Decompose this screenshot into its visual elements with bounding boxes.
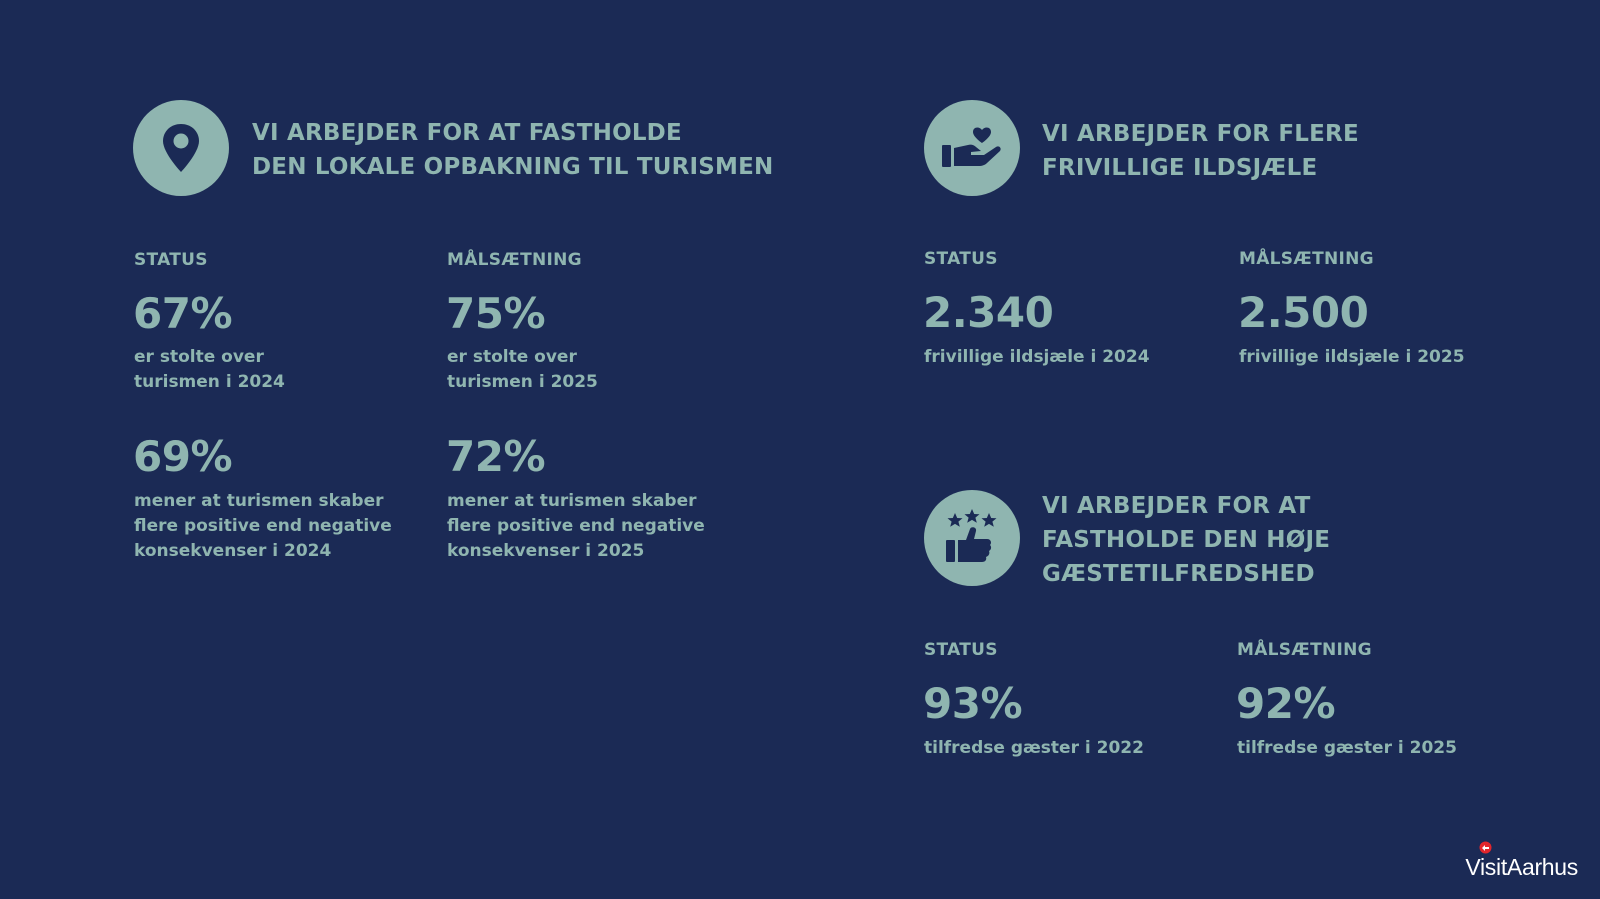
- thumbs-up-stars-icon: [924, 490, 1020, 586]
- status-label: STATUS: [924, 249, 998, 269]
- status-description: frivillige ildsjæle i 2024: [924, 347, 1150, 367]
- logo-text: VisitAarhus: [1465, 854, 1578, 880]
- hand-heart-icon: [924, 100, 1020, 196]
- goal-description: tilfredse gæster i 2025: [1237, 738, 1457, 758]
- goal-value: 72%: [446, 432, 546, 481]
- section-heading: VI ARBEJDER FOR FLERE FRIVILLIGE ILDSJÆL…: [1042, 121, 1359, 181]
- status-label: STATUS: [924, 640, 998, 660]
- section-heading: VI ARBEJDER FOR AT FASTHOLDE DEN LOKALE …: [252, 120, 774, 180]
- status-value: 67%: [133, 289, 233, 338]
- goal-value: 2.500: [1238, 288, 1369, 337]
- goal-label: MÅLSÆTNING: [1237, 640, 1372, 660]
- goal-description: er stolte over turismen i 2025: [447, 347, 598, 392]
- status-value: 69%: [133, 432, 233, 481]
- section-heading: VI ARBEJDER FOR AT FASTHOLDE DEN HØJE GÆ…: [1042, 493, 1331, 587]
- visitaarhus-logo: VisitAarhus: [1458, 841, 1578, 881]
- logo-mark-icon: [1479, 841, 1492, 854]
- goal-description: mener at turismen skaber flere positive …: [447, 491, 705, 561]
- goal-value: 92%: [1236, 679, 1336, 728]
- status-description: mener at turismen skaber flere positive …: [134, 491, 392, 561]
- goal-label: MÅLSÆTNING: [447, 250, 582, 270]
- location-pin-icon: [133, 100, 229, 196]
- status-description: tilfredse gæster i 2022: [924, 738, 1144, 758]
- goal-description: frivillige ildsjæle i 2025: [1239, 347, 1465, 367]
- status-label: STATUS: [134, 250, 208, 270]
- status-description: er stolte over turismen i 2024: [134, 347, 285, 392]
- status-value: 93%: [923, 679, 1023, 728]
- goal-label: MÅLSÆTNING: [1239, 249, 1374, 269]
- status-value: 2.340: [923, 288, 1054, 337]
- goal-value: 75%: [446, 289, 546, 338]
